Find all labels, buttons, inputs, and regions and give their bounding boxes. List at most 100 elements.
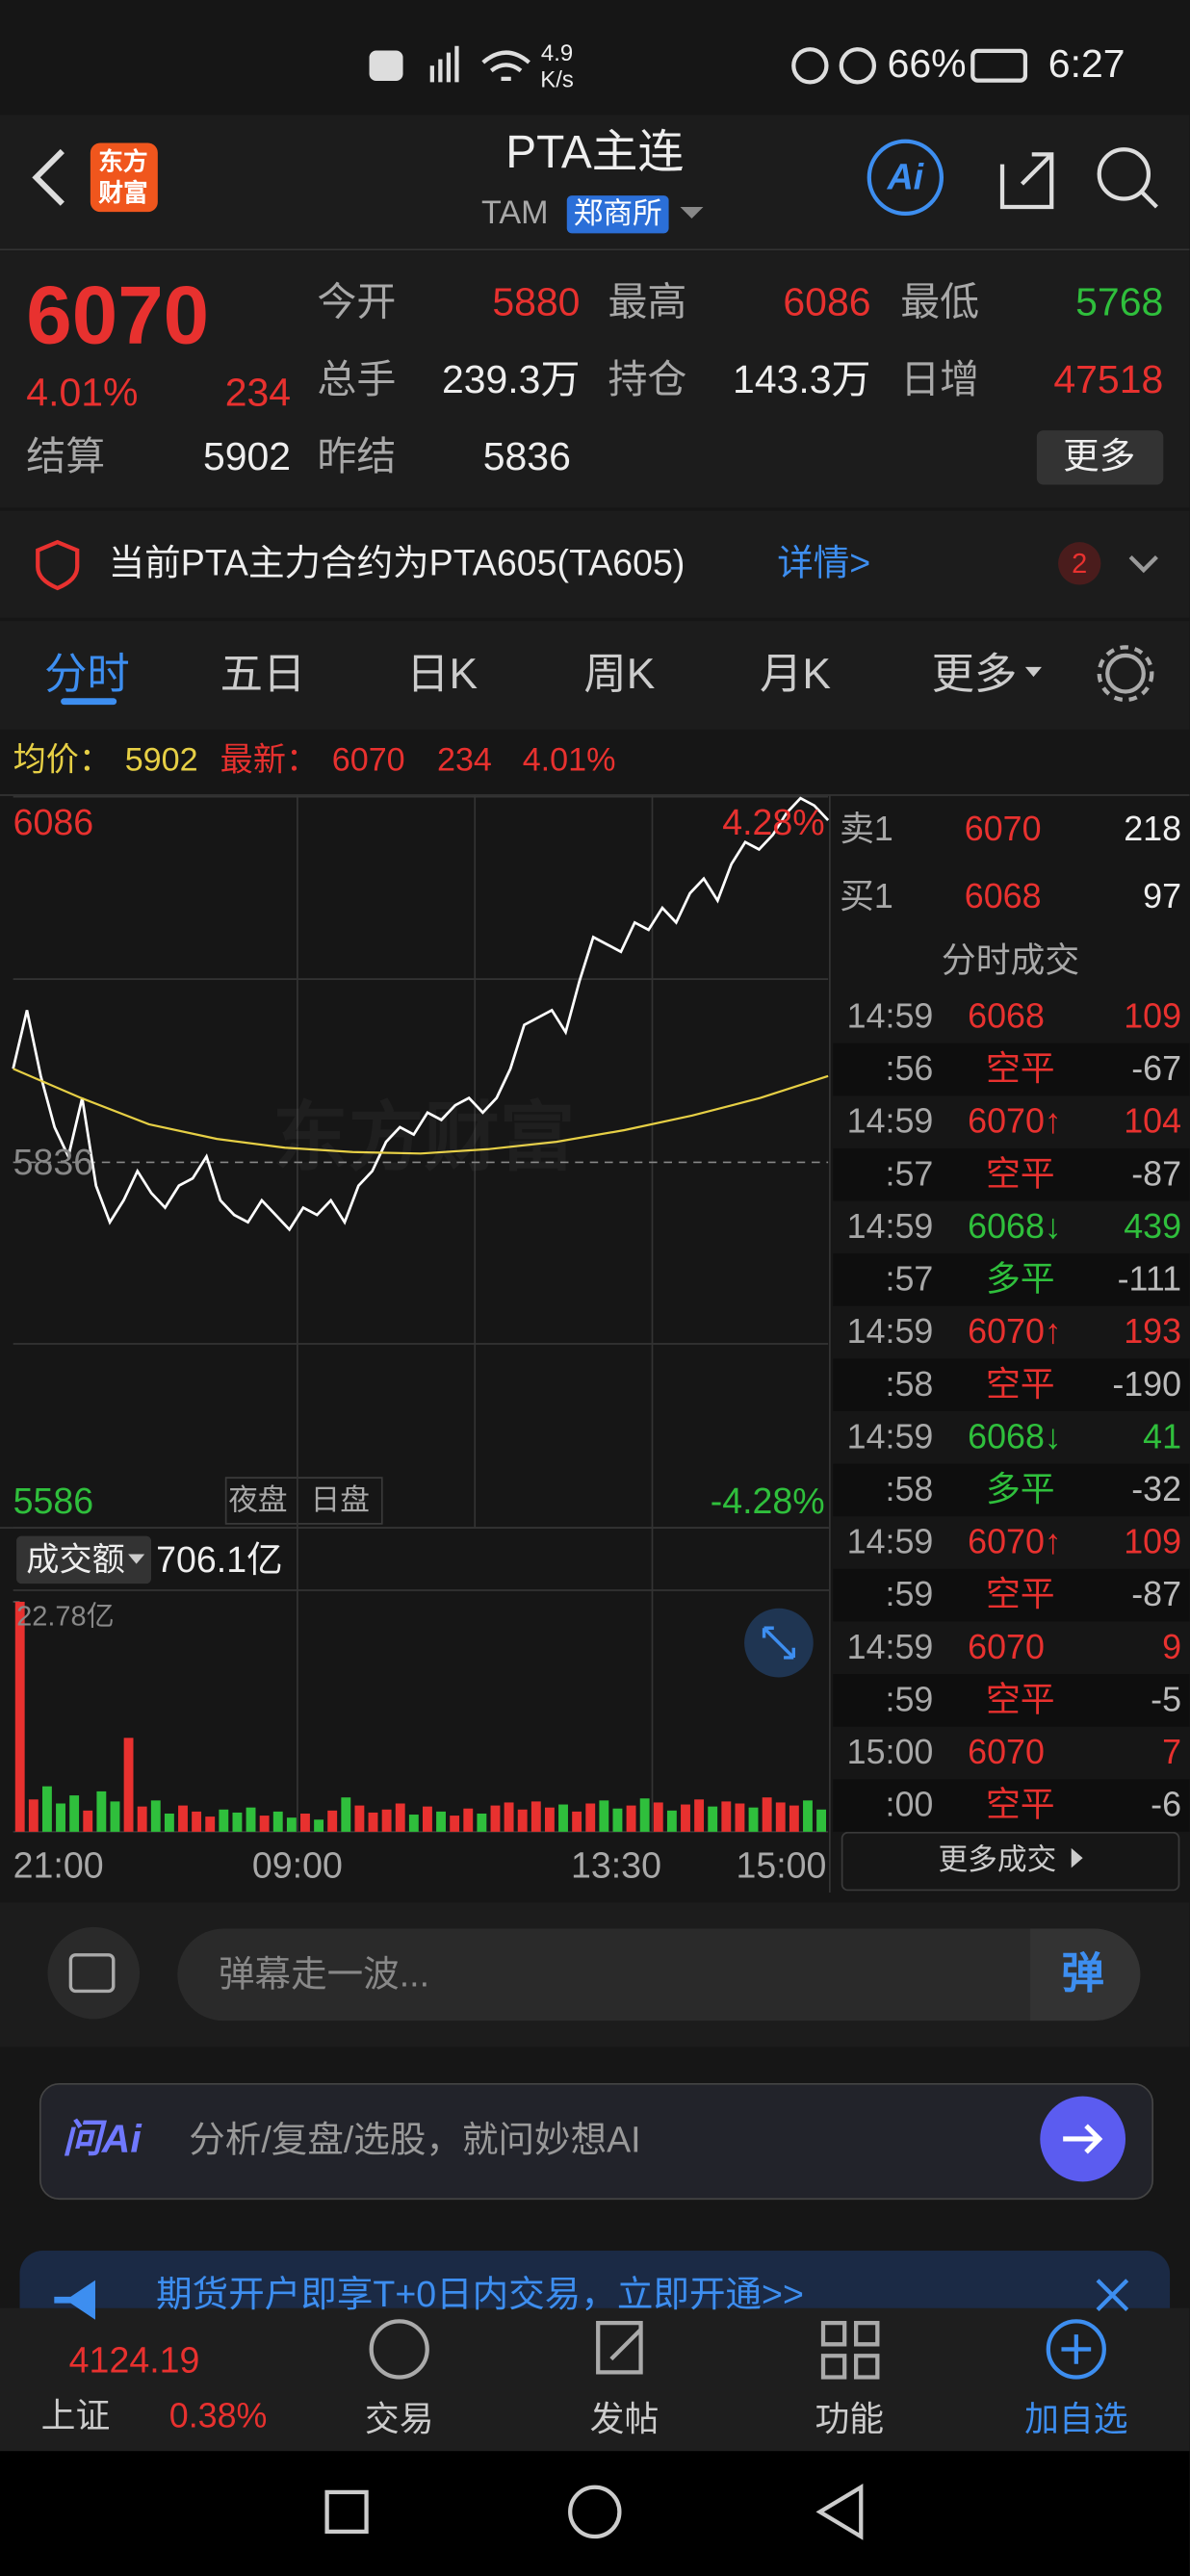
session-day[interactable]: 日盘 [310,1483,370,1517]
volume-bar [626,1805,636,1832]
search-handle [1140,191,1158,209]
field-value: 239.3万 [441,358,581,403]
logo [90,142,158,213]
trade-time: :58 [885,1471,934,1509]
nav-item[interactable]: 交易 [364,2401,434,2439]
chart-frame [0,248,1190,1893]
more-trades[interactable]: 更多成交 [938,1842,1057,1876]
danmu-settings[interactable] [47,1926,141,2020]
share-icon[interactable] [999,152,1054,210]
trade-volume: 41 [1143,1418,1182,1456]
field-value: 143.3万 [733,358,871,403]
search-icon[interactable] [1097,147,1151,201]
tab[interactable]: 更多 [931,649,1018,699]
ai-label[interactable]: Ai [887,156,924,197]
volume-bar [110,1801,120,1832]
net-speed: 4.9 [540,39,574,66]
notice-icon [36,539,80,591]
field-label: 昨结 [317,435,397,480]
nav-item[interactable]: 功能 [815,2401,885,2439]
notice-link[interactable]: 详情> [777,542,871,583]
volume-bar [423,1806,432,1832]
ai-icon[interactable] [867,139,944,216]
trade-volume: -190 [1112,1366,1182,1404]
session-night[interactable]: 夜盘 [228,1483,288,1517]
trade-time: 14:59 [846,1208,934,1247]
post-icon[interactable] [596,2320,643,2375]
tab[interactable]: 月K [760,649,831,699]
add-icon[interactable] [1046,2319,1106,2380]
volume-bar [721,1801,732,1832]
volume-bar [123,1738,134,1832]
volume-bar [341,1797,351,1832]
signal-icon [429,45,459,83]
trade-row-bg [833,1779,1190,1832]
ai-bar[interactable] [39,2082,1154,2201]
nav-item[interactable]: 发帖 [589,2401,660,2439]
volume-bar [504,1802,514,1832]
tab[interactable]: 周K [583,649,656,699]
volume-bar [56,1803,65,1832]
ai-placeholder[interactable]: 分析/复盘/选股，就问妙想AI [189,2119,641,2161]
volume-bar [137,1806,147,1832]
session-toggle[interactable] [224,1477,383,1525]
back-icon[interactable] [32,148,65,206]
fullscreen-icon [762,1626,795,1660]
index-value[interactable]: 4124.19 [68,2339,200,2381]
trade-icon[interactable] [369,2319,429,2380]
volume-bar [41,1786,52,1832]
trade-row-bg [833,1674,1190,1727]
volume-bar [150,1800,161,1832]
y-tick-label: 5836 [13,1141,94,1182]
tab[interactable]: 分时 [44,649,130,699]
volume-bar [381,1809,392,1832]
function-icon[interactable] [820,2320,880,2380]
back-button[interactable] [815,2484,864,2540]
trade-row-bg [833,1253,1190,1306]
home-button[interactable] [568,2485,622,2539]
book-price: 6068 [964,878,1042,916]
exchange: 郑商所 [573,196,662,230]
net-speed-unit: K/s [540,65,574,92]
page-title: PTA主连 [505,126,685,178]
danmu-button-bg[interactable] [1030,1928,1141,2022]
settings-icon[interactable] [1105,653,1146,694]
danmu-placeholder[interactable]: 弹幕走一波... [218,1953,430,1995]
recent-button[interactable] [324,2489,369,2535]
banner-text[interactable]: 期货开户即享T+0日内交易，立即开通>> [156,2273,804,2315]
more-button[interactable] [1036,430,1164,485]
volume-bar [286,1817,297,1832]
send-arrow [1063,2124,1103,2154]
banner-icon [54,2280,95,2320]
logo-text: 东方 [98,148,148,177]
field-value: 5880 [492,280,581,325]
trade-volume: -87 [1131,1155,1182,1194]
field-label: 最低 [900,280,980,325]
book-side: 卖1 [840,811,893,849]
expand-icon[interactable] [1128,555,1158,574]
danmu-input[interactable] [177,1928,1141,2022]
change-pct: 4.01% [26,371,139,416]
nav-item[interactable]: 加自选 [1024,2401,1128,2439]
trade-volume: -6 [1151,1786,1182,1825]
danmu-button[interactable]: 弹 [1061,1948,1104,1998]
banner-close[interactable] [1096,2279,1129,2311]
volume-bar [368,1812,378,1832]
more-button-label[interactable]: 更多 [1063,435,1136,477]
notice-bg[interactable] [0,510,1190,618]
trade-type: 空平 [985,1681,1055,1719]
trade-time: 14:59 [846,1102,934,1142]
tab[interactable]: 五日 [220,649,306,699]
trade-price: 6070 [968,1629,1045,1667]
volume-selector[interactable] [16,1535,152,1584]
trade-time: :59 [885,1681,934,1719]
volume-bar [327,1810,338,1832]
field-value: 5768 [1075,280,1164,325]
tab[interactable]: 日K [406,649,479,699]
volume-total: 706.1亿 [156,1539,283,1581]
pct-label: -4.28% [710,1480,825,1522]
more-trades-button[interactable] [841,1831,1180,1892]
field-label: 最高 [608,280,687,325]
trade-time: :00 [885,1786,934,1825]
